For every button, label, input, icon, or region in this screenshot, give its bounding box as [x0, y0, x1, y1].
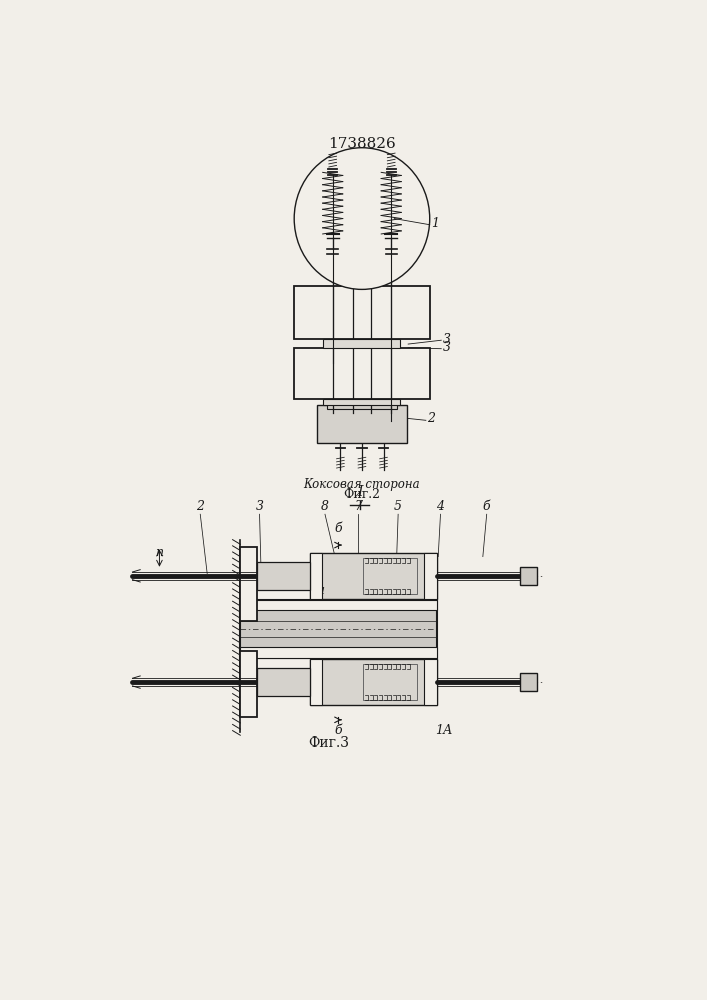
Text: п: п	[156, 546, 163, 559]
Bar	[240, 647, 437, 658]
Text: 8: 8	[321, 500, 329, 513]
Bar	[310, 553, 322, 599]
Text: 2: 2	[197, 500, 204, 513]
Bar	[363, 664, 417, 700]
Text: I: I	[357, 485, 363, 499]
Bar	[310, 553, 437, 599]
Text: 1А: 1А	[436, 724, 453, 737]
Text: 1: 1	[431, 217, 439, 230]
Bar	[310, 659, 437, 705]
Bar	[424, 659, 437, 705]
Text: б: б	[334, 724, 342, 737]
Text: б: б	[483, 500, 491, 513]
Bar	[520, 673, 537, 691]
Bar	[324, 399, 400, 405]
Text: 7: 7	[354, 500, 362, 513]
Text: 1738826: 1738826	[328, 137, 396, 151]
Bar	[257, 668, 310, 696]
Text: 2: 2	[428, 412, 436, 425]
Text: Фиг.3: Фиг.3	[308, 736, 349, 750]
Text: Коксовая сторона: Коксовая сторона	[303, 478, 420, 491]
Bar	[240, 651, 257, 717]
Bar	[257, 562, 310, 590]
Bar	[327, 401, 397, 409]
Bar	[294, 348, 430, 399]
Text: 3: 3	[443, 341, 451, 354]
Text: 3: 3	[443, 333, 451, 346]
Text: п1: п1	[313, 587, 326, 596]
Bar	[363, 558, 417, 594]
Text: 5: 5	[394, 500, 402, 513]
Bar	[240, 600, 437, 658]
Bar	[317, 405, 407, 443]
Bar	[520, 567, 537, 585]
Bar	[324, 339, 400, 348]
Bar	[294, 286, 430, 339]
Text: Фиг.2: Фиг.2	[344, 488, 380, 501]
Text: 3: 3	[255, 500, 264, 513]
Ellipse shape	[294, 148, 430, 289]
Text: 4: 4	[436, 500, 445, 513]
Bar	[310, 659, 322, 705]
Bar	[240, 600, 437, 610]
Bar	[424, 553, 437, 599]
Text: б: б	[334, 522, 342, 535]
Bar	[240, 547, 257, 620]
Text: п1: п1	[274, 668, 288, 677]
